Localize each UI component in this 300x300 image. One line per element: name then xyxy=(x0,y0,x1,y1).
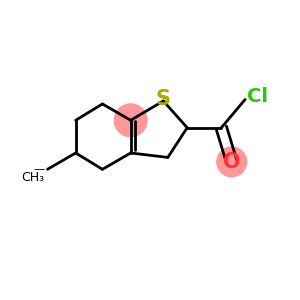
Circle shape xyxy=(217,147,247,177)
Text: O: O xyxy=(223,152,241,172)
Text: —: — xyxy=(33,164,44,174)
Text: CH₃: CH₃ xyxy=(21,171,44,184)
Text: Cl: Cl xyxy=(247,87,268,106)
Circle shape xyxy=(114,104,147,136)
Text: S: S xyxy=(156,89,171,110)
